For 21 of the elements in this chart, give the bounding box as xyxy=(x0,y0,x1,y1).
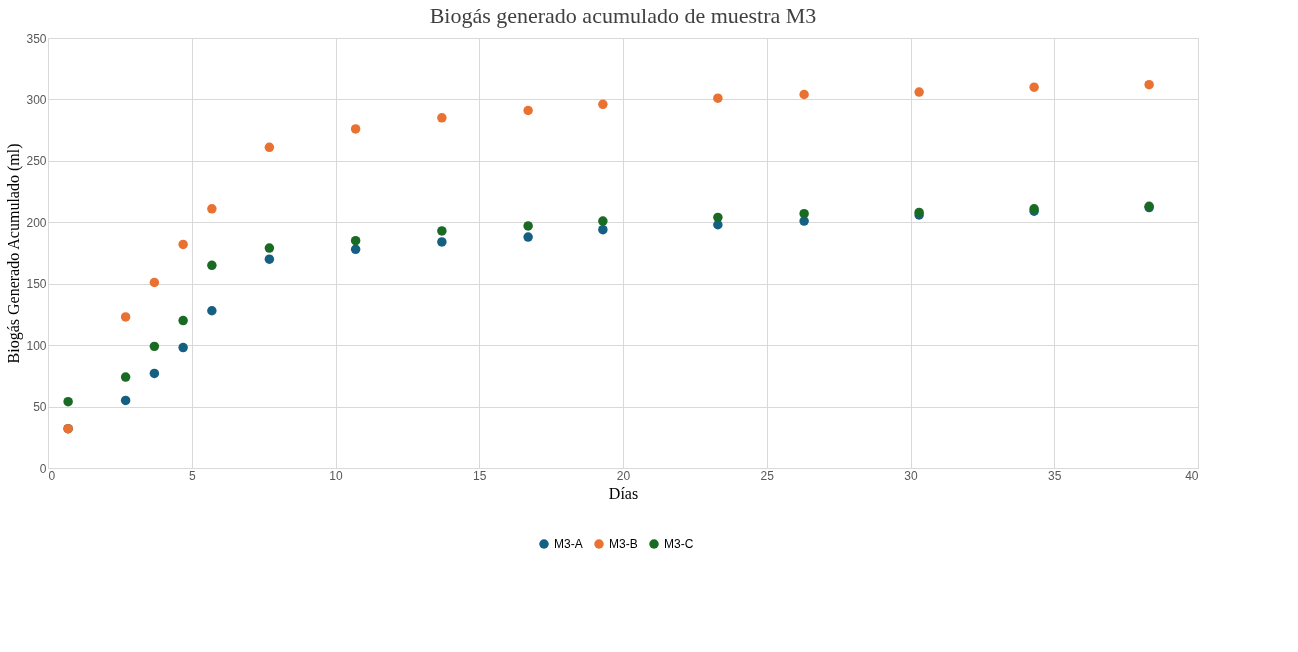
x-tick-label: 10 xyxy=(329,468,343,483)
x-axis-title: Días xyxy=(608,484,639,502)
chart-title: Biogás generado acumulado de muestra M3 xyxy=(429,3,817,28)
legend-label: M3-B xyxy=(609,537,638,551)
x-tick-label: 40 xyxy=(1185,468,1199,483)
y-tick-label: 150 xyxy=(26,277,47,292)
y-tick-label: 50 xyxy=(33,400,47,415)
x-tick-label: 15 xyxy=(473,468,487,483)
legend-label: M3-A xyxy=(554,537,583,551)
y-tick-label: 250 xyxy=(26,154,47,169)
x-tick-label: 25 xyxy=(760,468,775,483)
legend-label: M3-C xyxy=(664,537,694,551)
x-tick-label: 35 xyxy=(1048,468,1062,483)
y-tick-label: 350 xyxy=(26,31,47,46)
y-tick-label: 300 xyxy=(26,92,47,107)
x-tick-label: 5 xyxy=(188,468,196,483)
y-tick-label: 100 xyxy=(26,338,47,353)
x-tick-label: 20 xyxy=(616,468,631,483)
y-tick-label: 200 xyxy=(26,215,47,230)
x-tick-label: 30 xyxy=(904,468,918,483)
y-axis-title: Biogás Generado Acumulado (ml) xyxy=(5,143,24,364)
